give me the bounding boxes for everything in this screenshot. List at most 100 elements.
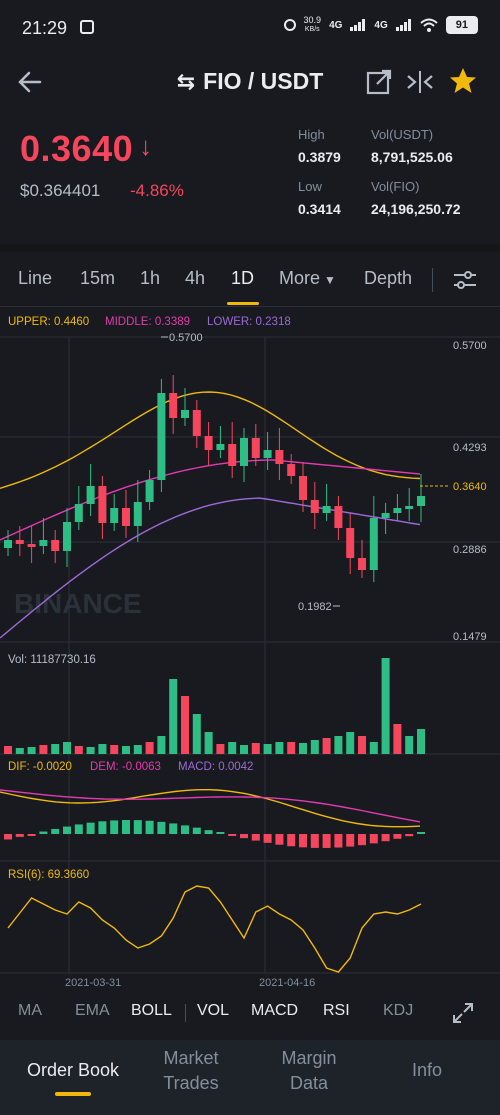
signal-4g-label: 4G [329,19,343,31]
macd-histogram-bar [63,826,71,834]
tab-1h[interactable]: 1h [140,268,161,288]
candle-body [27,544,36,547]
macd-histogram-bar [228,834,237,836]
volume-bar [110,745,119,754]
battery-indicator: 91 [445,16,478,34]
macd-histogram-bar [358,834,366,846]
volume-bar [122,746,130,754]
candle-body [228,444,237,466]
min-price-label: 0.1982 [298,601,332,613]
tab-depth[interactable]: Depth [364,268,413,288]
indicator-ema[interactable]: EMA [75,1002,110,1019]
dif-legend: DIF: -0.0020 [8,761,72,773]
y-label-3: 0.1479 [453,631,487,643]
alarm-icon [283,19,296,31]
tab-more[interactable]: More ▼ [279,268,336,288]
section-divider [0,244,500,252]
macd-histogram-bar [299,834,307,848]
fullscreen-icon[interactable] [452,1002,474,1024]
fiat-price: $0.364401 [20,181,101,200]
volume-bar [405,736,414,754]
current-price-label: 0.3640 [453,481,487,493]
volume-bar [98,744,107,754]
candle-body [287,464,296,476]
tab-4h[interactable]: 4h [185,268,206,288]
boll-upper-legend: UPPER: 0.4460 [8,316,89,328]
bottom-active-underline [55,1092,91,1096]
macd-legend: MACD: 0.0042 [178,761,253,773]
indicator-separator [185,1004,186,1022]
candle-body [157,393,166,480]
down-arrow-icon: ↓ [139,131,153,161]
tab-market-trades[interactable]: Market Trades [163,1048,219,1093]
kline-chart[interactable]: BINANCE 0.5700 0.4293 0.2886 0.1479 0.36… [0,308,500,990]
tab-15m[interactable]: 15m [80,268,116,288]
candle-body [39,540,48,546]
volume-bar [417,729,425,754]
y-label-2: 0.2886 [453,544,487,556]
volume-bar [275,742,284,754]
candle-body [405,506,414,509]
signal-bars-icon-2 [395,19,411,31]
open-external-icon[interactable] [366,69,392,95]
signal-bars-icon [350,19,366,31]
dem-legend: DEM: -0.0063 [90,761,161,773]
volume-bar [15,748,24,754]
compare-icon[interactable] [406,69,434,95]
binance-watermark: BINANCE [14,588,142,619]
volume-bar [310,740,319,754]
grid-lines [0,336,500,974]
vol-usdt-value: 8,791,525.06 [371,149,453,165]
volume-bar [169,679,178,754]
indicator-ma[interactable]: MA [18,1002,42,1019]
boll-lower-line [0,497,421,639]
volume-bar [181,696,189,754]
volume-bar [157,736,166,754]
volume-bar [263,744,272,754]
favorite-star-icon[interactable] [448,66,478,96]
rsi-line [7,885,422,973]
indicator-kdj[interactable]: KDJ [383,1002,414,1019]
macd-histogram-bar [275,834,284,845]
candle-body [74,504,83,522]
boll-middle-line [0,459,421,541]
volume-bar [240,745,248,754]
indicator-rsi[interactable]: RSI [323,1002,350,1019]
tab-info[interactable]: Info [411,1060,443,1080]
indicator-boll[interactable]: BOLL [131,1002,172,1019]
macd-histogram-bar [405,834,414,837]
tab-1d[interactable]: 1D [231,268,255,288]
candle-body [86,486,95,504]
volume-legend: Vol: 11187730.16 [8,654,96,666]
macd-histogram-bar [98,821,107,834]
chart-settings-icon[interactable] [452,268,478,292]
candle-body [110,508,119,523]
tab-separator [432,268,433,292]
macd-histogram-bar [4,834,12,840]
tab-margin-data[interactable]: Margin Data [281,1048,337,1093]
pair-title[interactable]: ⇆ FIO / USDT [176,68,324,94]
volume-bar [27,747,36,754]
indicator-macd[interactable]: MACD [251,1002,299,1019]
date-label-0: 2021-03-31 [65,977,121,989]
vol-fio-label: Vol(FIO) [371,179,420,194]
macd-histogram-bar [122,820,130,834]
candle-body [240,438,248,466]
back-arrow-icon[interactable] [16,68,44,96]
volume-bar [251,743,260,754]
y-label-1: 0.4293 [453,442,487,454]
macd-histogram-bar [181,825,189,834]
candle-body [4,540,12,548]
tab-order-book[interactable]: Order Book [26,1060,120,1080]
volume-bar [216,744,225,754]
macd-histogram-bar [145,820,154,834]
candle-body [98,486,107,523]
boll-lower-legend: LOWER: 0.2318 [207,316,291,328]
indicator-vol[interactable]: VOL [197,1002,230,1019]
tab-line[interactable]: Line [18,268,53,288]
bottom-tabs: Order Book Market Trades Margin Data Inf… [0,1040,500,1115]
volume-bar [4,746,12,754]
low-label: Low [298,179,322,194]
boll-middle-legend: MIDDLE: 0.3389 [105,316,190,328]
chart-canvas[interactable]: BINANCE 0.5700 0.4293 0.2886 0.1479 0.36… [0,308,500,990]
